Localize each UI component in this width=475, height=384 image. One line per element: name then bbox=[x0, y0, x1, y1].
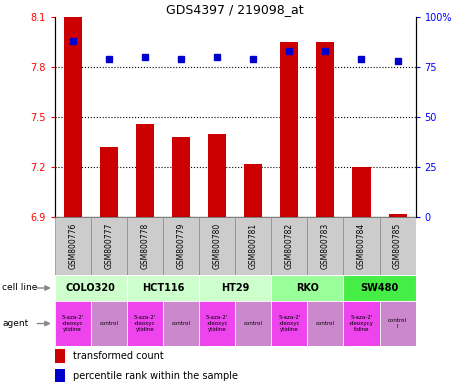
Bar bbox=[199, 217, 235, 275]
Bar bbox=[343, 217, 380, 275]
Bar bbox=[343, 301, 380, 346]
Bar bbox=[163, 217, 199, 275]
Text: 5-aza-2'
-deoxyc
ytidine: 5-aza-2' -deoxyc ytidine bbox=[61, 315, 84, 332]
Text: GSM800781: GSM800781 bbox=[249, 223, 257, 269]
Text: 5-aza-2'
-deoxycy
tidine: 5-aza-2' -deoxycy tidine bbox=[349, 315, 374, 332]
Bar bbox=[235, 217, 271, 275]
Text: COLO320: COLO320 bbox=[66, 283, 116, 293]
Bar bbox=[55, 349, 66, 363]
Bar bbox=[172, 137, 190, 217]
Text: control
l: control l bbox=[388, 318, 407, 329]
Bar bbox=[127, 275, 199, 301]
Bar bbox=[352, 167, 370, 217]
Bar bbox=[343, 275, 416, 301]
Bar bbox=[199, 275, 271, 301]
Bar bbox=[280, 42, 298, 217]
Text: control: control bbox=[171, 321, 190, 326]
Bar bbox=[55, 369, 66, 382]
Text: cell line: cell line bbox=[2, 283, 38, 293]
Bar bbox=[100, 147, 118, 217]
Text: control: control bbox=[244, 321, 263, 326]
Text: RKO: RKO bbox=[296, 283, 319, 293]
Text: control: control bbox=[99, 321, 118, 326]
Bar bbox=[271, 275, 343, 301]
Bar bbox=[55, 301, 91, 346]
Text: GSM800777: GSM800777 bbox=[104, 223, 113, 269]
Bar bbox=[235, 301, 271, 346]
Bar bbox=[91, 217, 127, 275]
Bar bbox=[163, 301, 199, 346]
Bar bbox=[127, 301, 163, 346]
Text: control: control bbox=[316, 321, 335, 326]
Text: SW480: SW480 bbox=[361, 283, 399, 293]
Bar bbox=[136, 124, 154, 217]
Text: GSM800782: GSM800782 bbox=[285, 223, 294, 269]
Text: GSM800776: GSM800776 bbox=[68, 223, 77, 269]
Bar bbox=[316, 42, 334, 217]
Bar bbox=[271, 301, 307, 346]
Text: HCT116: HCT116 bbox=[142, 283, 184, 293]
Bar bbox=[244, 164, 262, 217]
Bar bbox=[271, 217, 307, 275]
Text: 5-aza-2'
-deoxyc
ytidine: 5-aza-2' -deoxyc ytidine bbox=[278, 315, 301, 332]
Title: GDS4397 / 219098_at: GDS4397 / 219098_at bbox=[166, 3, 304, 16]
Text: 5-aza-2'
-deoxyc
ytidine: 5-aza-2' -deoxyc ytidine bbox=[133, 315, 156, 332]
Text: HT29: HT29 bbox=[221, 283, 249, 293]
Text: 5-aza-2'
-deoxyc
ytidine: 5-aza-2' -deoxyc ytidine bbox=[206, 315, 228, 332]
Text: GSM800780: GSM800780 bbox=[213, 223, 221, 269]
Bar bbox=[55, 217, 91, 275]
Bar bbox=[307, 301, 343, 346]
Bar bbox=[307, 217, 343, 275]
Text: GSM800784: GSM800784 bbox=[357, 223, 366, 269]
Bar bbox=[127, 217, 163, 275]
Text: GSM800785: GSM800785 bbox=[393, 223, 402, 269]
Bar bbox=[380, 217, 416, 275]
Bar bbox=[64, 17, 82, 217]
Bar bbox=[380, 301, 416, 346]
Text: GSM800783: GSM800783 bbox=[321, 223, 330, 269]
Bar bbox=[55, 275, 127, 301]
Text: transformed count: transformed count bbox=[73, 351, 163, 361]
Bar bbox=[208, 134, 226, 217]
Text: GSM800778: GSM800778 bbox=[141, 223, 149, 269]
Text: GSM800779: GSM800779 bbox=[177, 223, 185, 269]
Text: percentile rank within the sample: percentile rank within the sample bbox=[73, 371, 238, 381]
Text: agent: agent bbox=[2, 319, 28, 328]
Bar bbox=[389, 214, 407, 217]
Bar bbox=[199, 301, 235, 346]
Bar bbox=[91, 301, 127, 346]
